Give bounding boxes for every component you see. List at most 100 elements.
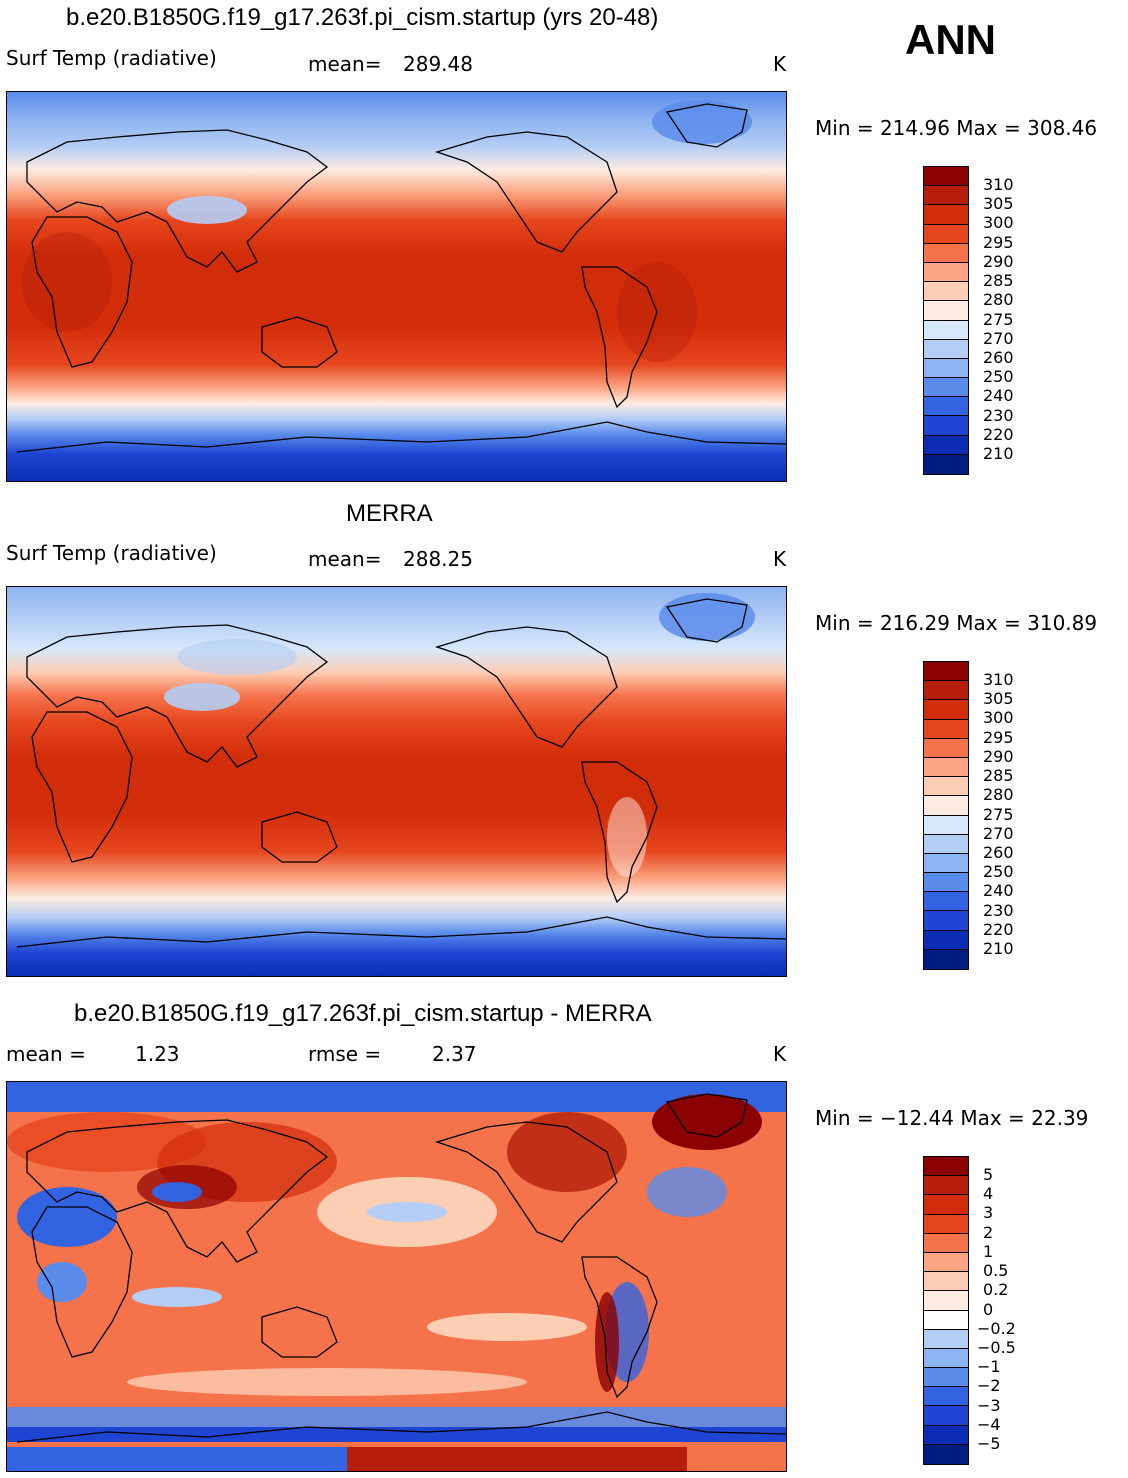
panel1-tick: 230 [983,406,1014,425]
colorbar-swatch [924,834,968,854]
colorbar-swatch [924,339,968,359]
colorbar-swatch [924,1310,968,1330]
panel1-mean-label: mean= [308,52,382,76]
colorbar-swatch [924,378,968,398]
panel1-tick: 220 [983,425,1014,444]
panel3-map [6,1081,787,1472]
panel2-tick: 250 [983,862,1014,881]
panel1-tick: 280 [983,290,1014,309]
panel3-tick: −3 [977,1396,1001,1415]
colorbar-swatch [924,949,968,969]
colorbar-swatch [924,853,968,874]
panel3-tick: 2 [983,1223,994,1242]
panel2-mean-label: mean= [308,547,382,571]
panel3-tick: −4 [977,1415,1001,1434]
colorbar-swatch [924,930,968,950]
colorbar-swatch [924,1291,968,1311]
panel2-tick: 290 [983,747,1014,766]
colorbar-swatch [924,873,968,893]
panel1-mean-value: 289.48 [403,52,473,76]
panel3-units: K [773,1042,787,1066]
panel3-tick: 5 [983,1165,994,1184]
panel2-tick: 230 [983,901,1014,920]
panel1-tick: 300 [983,213,1014,232]
colorbar-swatch [924,454,968,474]
panel3-tick: 0 [983,1300,994,1319]
panel3-colorbar [923,1156,969,1465]
panel1-tick: 240 [983,386,1014,405]
panel2-tick: 270 [983,824,1014,843]
colorbar-swatch [924,1195,968,1215]
colorbar-swatch [924,1272,968,1292]
panel1-tick: 310 [983,175,1014,194]
colorbar-swatch [924,1444,968,1464]
colorbar-swatch [924,224,968,244]
panel3-tick: 4 [983,1184,994,1203]
colorbar-swatch [924,1368,968,1388]
colorbar-swatch [924,167,968,187]
panel3-title: b.e20.B1850G.f19_g17.263f.pi_cism.startu… [74,1000,652,1027]
colorbar-swatch [924,358,968,379]
colorbar-swatch [924,738,968,758]
panel3-tick: 1 [983,1242,994,1261]
panel1-units: K [773,52,787,76]
colorbar-swatch [924,301,968,321]
colorbar-swatch [924,892,968,912]
panel3-rmse-label: rmse = [308,1042,382,1066]
colorbar-swatch [924,815,968,835]
colorbar-swatch [924,1329,968,1349]
panel3-mean-label: mean = [6,1042,86,1066]
colorbar-swatch [924,777,968,797]
panel1-map [6,91,787,482]
panel2-tick: 260 [983,843,1014,862]
panel1-tick: 295 [983,233,1014,252]
panel3-tick: −2 [977,1376,1001,1395]
panel2-map-svg [7,587,786,976]
panel3-map-svg [7,1082,786,1471]
panel2-colorbar [923,661,969,970]
panel1-tick: 250 [983,367,1014,386]
panel2-map [6,586,787,977]
panel1-tick: 210 [983,444,1014,463]
colorbar-swatch [924,1233,968,1253]
panel3-tick: −0.5 [977,1338,1016,1357]
panel2-tick: 295 [983,728,1014,747]
panel1-tick: 285 [983,271,1014,290]
panel1-tick: 260 [983,348,1014,367]
panel1-tick: 290 [983,252,1014,271]
colorbar-swatch [924,282,968,302]
colorbar-swatch [924,397,968,417]
panel2-mean-value: 288.25 [403,547,473,571]
colorbar-swatch [924,1252,968,1273]
panel2-variable-label: Surf Temp (radiative) [6,541,217,565]
colorbar-swatch [924,416,968,436]
colorbar-swatch [924,1387,968,1407]
colorbar-swatch [924,911,968,931]
panel3-mean-value: 1.23 [135,1042,180,1066]
colorbar-swatch [924,243,968,263]
colorbar-swatch [924,435,968,455]
colorbar-swatch [924,262,968,283]
panel3-tick: 3 [983,1203,994,1222]
panel1-tick: 305 [983,194,1014,213]
colorbar-swatch [924,681,968,701]
colorbar-swatch [924,186,968,206]
panel2-tick: 285 [983,766,1014,785]
panel1-variable-label: Surf Temp (radiative) [6,46,217,70]
panel2-tick: 310 [983,670,1014,689]
colorbar-swatch [924,1425,968,1445]
colorbar-swatch [924,1157,968,1177]
colorbar-swatch [924,757,968,778]
panel3-tick: −1 [977,1357,1001,1376]
season-label: ANN [905,16,996,63]
panel3-tick: 0.2 [983,1280,1009,1299]
panel2-tick: 275 [983,805,1014,824]
panel3-tick: −0.2 [977,1319,1016,1338]
colorbar-swatch [924,796,968,816]
panel2-tick: 220 [983,920,1014,939]
colorbar-swatch [924,719,968,739]
panel2-tick: 280 [983,785,1014,804]
panel2-tick: 300 [983,708,1014,727]
colorbar-swatch [924,1348,968,1369]
colorbar-swatch [924,320,968,340]
